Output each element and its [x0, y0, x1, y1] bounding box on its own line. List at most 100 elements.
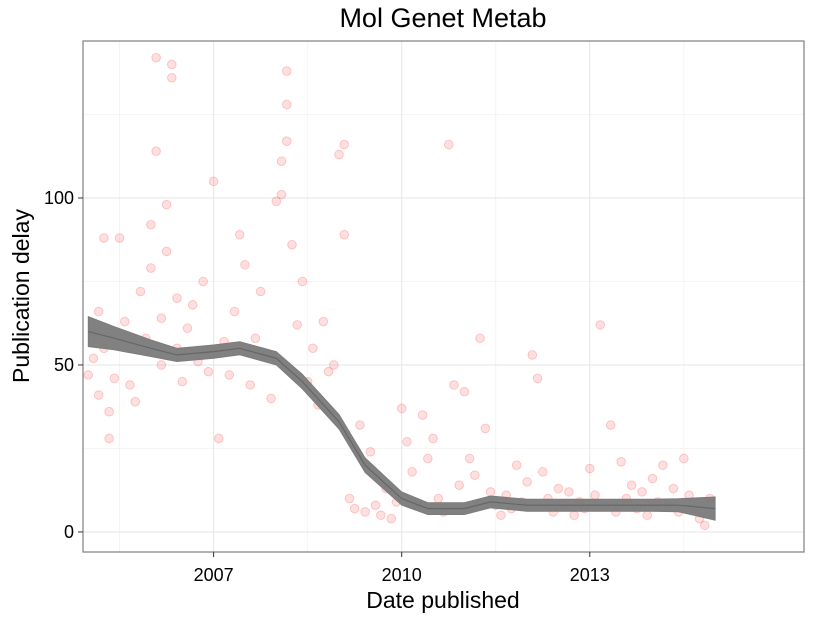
data-point: [276, 189, 287, 200]
data-point: [590, 490, 600, 501]
data-point: [443, 139, 454, 150]
data-point: [292, 320, 303, 330]
data-point: [402, 436, 412, 447]
data-point: [339, 139, 350, 150]
data-point: [679, 453, 689, 464]
data-point: [584, 463, 595, 474]
plot-border: [82, 40, 805, 553]
data-point: [376, 510, 386, 521]
data-point: [423, 453, 433, 464]
data-point: [167, 72, 177, 83]
data-point: [365, 447, 376, 457]
data-point: [109, 373, 120, 384]
data-point: [522, 477, 532, 487]
data-point: [433, 493, 444, 504]
data-point: [339, 229, 350, 240]
data-point: [360, 507, 370, 517]
data-point: [428, 433, 438, 444]
data-point: [93, 390, 104, 400]
data-point: [454, 480, 464, 491]
data-point: [182, 323, 193, 334]
data-point: [297, 276, 308, 287]
data-point: [407, 467, 417, 477]
data-point: [172, 293, 182, 303]
data-point: [83, 370, 94, 380]
data-point: [167, 59, 177, 70]
x-tick-label: 2007: [194, 565, 234, 585]
data-point: [475, 333, 485, 344]
data-point: [203, 366, 214, 377]
data-point: [668, 483, 679, 494]
data-point: [146, 219, 156, 230]
data-point: [156, 313, 167, 324]
data-point: [177, 376, 188, 387]
data-point: [287, 239, 297, 250]
data-point: [114, 233, 125, 243]
smooth-confidence-band: [87, 315, 716, 521]
data-point: [386, 513, 397, 524]
x-axis-label: Date published: [366, 587, 519, 613]
data-point: [626, 480, 637, 491]
data-point: [93, 306, 104, 317]
grid-lines: [83, 41, 804, 552]
data-point: [370, 500, 381, 511]
data-point: [308, 343, 318, 354]
data-point: [255, 286, 266, 297]
data-point: [355, 420, 365, 430]
y-tick-label: 0: [64, 522, 74, 542]
data-point: [276, 156, 287, 167]
data-point: [234, 229, 245, 240]
data-point: [104, 433, 114, 444]
data-point: [214, 433, 224, 444]
data-point: [417, 410, 428, 420]
data-point: [281, 136, 292, 146]
data-point: [569, 510, 579, 521]
data-point: [318, 316, 329, 327]
data-point: [699, 520, 710, 531]
data-point: [208, 176, 219, 187]
data-point: [328, 360, 339, 370]
data-point: [224, 370, 235, 380]
data-point: [198, 276, 208, 287]
data-point: [245, 380, 255, 390]
data-point: [553, 483, 564, 494]
plot-panel: [83, 41, 804, 552]
data-point: [637, 487, 647, 497]
data-point: [250, 333, 261, 344]
data-point: [156, 360, 167, 370]
data-point: [532, 373, 543, 384]
data-point: [485, 487, 496, 497]
data-point: [616, 457, 626, 467]
data-point: [88, 353, 99, 364]
data-point: [464, 453, 475, 464]
data-point: [135, 286, 146, 297]
data-point: [271, 196, 282, 207]
data-point: [564, 487, 574, 497]
x-tick-label: 2010: [382, 565, 422, 585]
smooth-band: [87, 315, 716, 521]
data-point: [642, 510, 653, 521]
data-point: [266, 393, 276, 404]
data-point: [480, 423, 491, 434]
data-point: [146, 263, 156, 273]
data-point: [470, 470, 480, 480]
data-point: [459, 386, 470, 397]
data-point: [349, 503, 360, 514]
x-tick-label: 2013: [570, 565, 610, 585]
data-point: [281, 99, 292, 110]
data-point: [527, 350, 538, 360]
data-point: [240, 259, 250, 270]
data-point: [605, 420, 616, 430]
data-point: [323, 366, 334, 377]
data-point: [130, 396, 141, 407]
data-point: [119, 316, 130, 327]
data-point: [99, 233, 109, 243]
data-point: [396, 403, 407, 414]
data-point: [334, 149, 344, 160]
data-point: [125, 380, 135, 390]
chart-title: Mol Genet Metab: [339, 3, 546, 33]
data-point: [496, 510, 506, 521]
y-tick-label: 100: [44, 188, 74, 208]
axis-ticks: 2007 2010 2013 0 50 100: [44, 188, 610, 585]
